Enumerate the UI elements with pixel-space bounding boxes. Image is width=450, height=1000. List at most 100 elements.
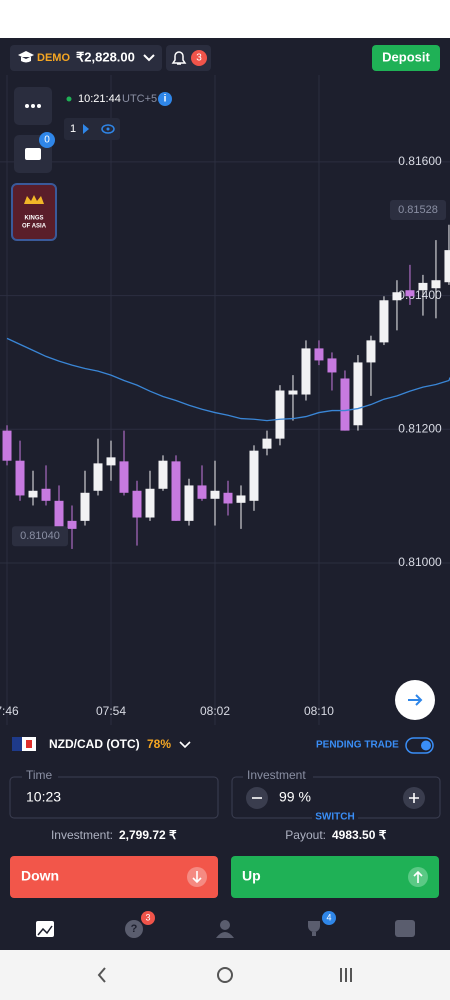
price-marker: [12, 526, 68, 547]
moving-average: [6, 337, 450, 422]
payout-value: 4983.50 ₹: [332, 828, 387, 842]
investment-value: 99 %: [279, 789, 311, 805]
cap-icon: [18, 51, 34, 63]
time-value: 10:23: [26, 789, 61, 805]
candle-body: [132, 490, 142, 518]
price-marker-label: 0.81528: [398, 204, 438, 216]
x-tick-label: 08:02: [200, 704, 230, 718]
info-icon: i: [164, 94, 167, 105]
status-bar: [0, 0, 450, 38]
candle-body: [405, 290, 415, 297]
candle-body: [340, 378, 350, 431]
down-button[interactable]: [10, 856, 218, 898]
system-nav: [0, 950, 450, 1000]
switch-button[interactable]: SWITCH: [315, 812, 354, 823]
support-badge: 3: [145, 912, 150, 922]
eye-icon: [101, 124, 115, 134]
tab-icon: ?: [131, 923, 138, 935]
up-arrow: [413, 870, 423, 883]
asset-name[interactable]: NZD/CAD (OTC): [49, 737, 140, 751]
price-marker-label: 0.81040: [20, 530, 60, 542]
balance: ₹2,828.00: [76, 49, 135, 64]
up-label: Up: [242, 868, 261, 884]
candle-body: [197, 485, 207, 499]
candle-body: [184, 485, 194, 521]
candle-body: [15, 460, 25, 496]
pending-toggle[interactable]: [405, 737, 434, 754]
recents-button[interactable]: [340, 968, 352, 982]
payout-label: Payout:: [285, 828, 326, 842]
flag-nz: [12, 737, 22, 751]
candle-body: [444, 250, 450, 283]
x-tick-label: 07:54: [96, 704, 126, 718]
candle-body: [301, 348, 311, 395]
timezone: UTC+5: [122, 93, 157, 105]
chat-tab[interactable]: [395, 920, 415, 937]
dot: [31, 104, 35, 108]
up-button[interactable]: [231, 856, 439, 898]
chevron: [179, 741, 191, 749]
candle-body: [353, 362, 363, 426]
eye-pupil: [106, 127, 110, 131]
x-tick-label: 7:46: [0, 704, 19, 718]
support-tab[interactable]: [125, 920, 143, 938]
open-trades-pill[interactable]: [64, 118, 120, 140]
toggle-knob: [421, 740, 431, 751]
account-selector[interactable]: [10, 45, 162, 71]
home-button[interactable]: [217, 967, 233, 983]
candle-body: [379, 300, 389, 343]
candle-body: [392, 292, 402, 301]
plus-icon: [409, 793, 419, 803]
down-arrow: [192, 871, 202, 884]
candle-body: [314, 348, 324, 361]
candle-body: [249, 450, 259, 501]
crown-icon: [24, 195, 44, 204]
badge: [322, 911, 336, 925]
arrow-icon: [408, 694, 423, 706]
briefcase-icon: [25, 148, 41, 160]
legend-bg: [22, 770, 58, 782]
investment-summary-label: Investment:: [51, 828, 113, 842]
price-marker: [390, 200, 446, 221]
back-button[interactable]: [97, 967, 106, 983]
x-tick-label: 08:10: [304, 704, 334, 718]
pending-trade-label: PENDING TRADE: [316, 740, 399, 751]
flag-leaf: [26, 740, 32, 748]
y-tick-label: 0.81600: [398, 154, 442, 168]
info-button[interactable]: [158, 92, 172, 106]
candle-body: [210, 490, 220, 499]
candle-body: [327, 358, 337, 373]
dot: [25, 104, 29, 108]
investment-label: Investment: [247, 768, 306, 782]
demo-label: DEMO: [37, 52, 70, 64]
promo-line: OF ASIA: [22, 224, 47, 230]
live-dot: [66, 96, 72, 102]
candle-body: [54, 500, 64, 531]
y-tick-label: 0.81000: [398, 555, 442, 569]
deposit-label: Deposit: [382, 49, 430, 64]
down-label: Down: [21, 868, 59, 884]
portfolio-count: 0: [44, 135, 50, 146]
trophy-tab[interactable]: [308, 921, 320, 936]
candle-body: [145, 488, 155, 518]
deposit-button[interactable]: [372, 45, 440, 71]
notifications-count: 3: [196, 53, 202, 64]
badge: [191, 50, 207, 66]
profile-tab[interactable]: [220, 920, 230, 930]
candle-body: [93, 463, 103, 491]
candle-body: [2, 430, 12, 461]
candle-body: [80, 492, 90, 521]
candle-body: [366, 340, 376, 363]
candle-body: [41, 488, 51, 501]
y-tick-label: 0.81200: [398, 421, 442, 435]
candle-body: [106, 457, 116, 466]
time-field[interactable]: [9, 776, 219, 819]
candle-body: [262, 438, 272, 449]
badge: [39, 132, 55, 148]
dot: [37, 104, 41, 108]
bell-icon: [171, 51, 187, 65]
promo-tile[interactable]: [11, 183, 57, 241]
open-trades-count: 1: [70, 123, 76, 135]
